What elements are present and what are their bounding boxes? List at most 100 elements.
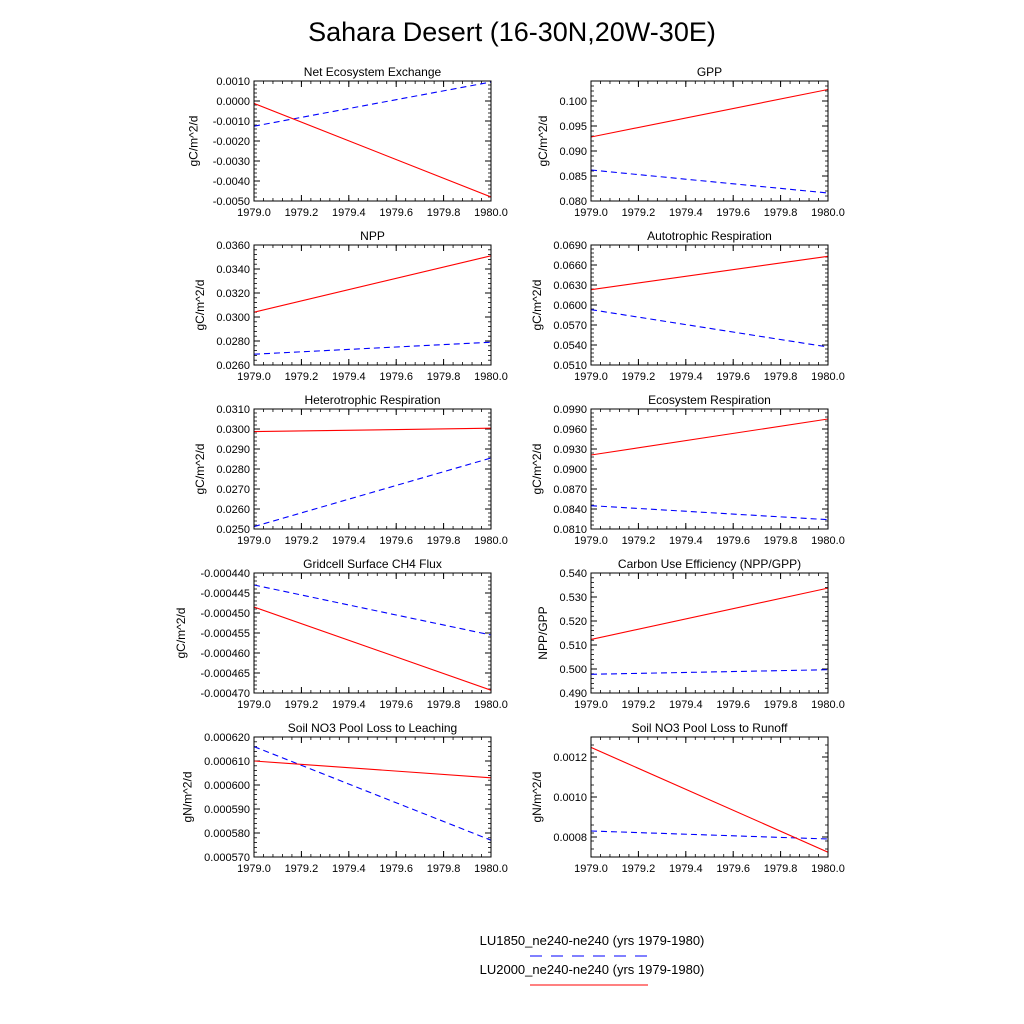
chart-8: Soil NO3 Pool Loss to Leaching 1979.0 1979… (180, 721, 507, 875)
chart-9-series-0-line (591, 830, 828, 840)
chart-4-x-tick-label: 1979.0 (237, 535, 271, 547)
chart-7-title: Carbon Use Efficiency (NPP/GPP) (618, 557, 801, 571)
panel-grid: Net Ecosystem Exchange 1979.0 1979.2 1979.4… (174, 65, 845, 875)
chart-6-series-0-line (254, 584, 491, 636)
chart-4-x-tick-label: 1979.2 (285, 535, 319, 547)
chart-4-series-1-line (254, 427, 491, 433)
chart-2-series-0-line (254, 341, 491, 355)
chart-4-series-0-line (254, 457, 491, 528)
chart-0-y-axis-label: gC/m^2/d (187, 116, 201, 167)
chart-6-x-tick-label: 1980.0 (474, 699, 508, 711)
chart-4-y-tick-label: 0.0260 (216, 504, 250, 516)
chart-2-x-tick-label: 1979.8 (427, 371, 461, 383)
chart-0-series-0-line (254, 81, 491, 127)
chart-9-y-tick-label: 0.0008 (553, 832, 587, 844)
chart-2-y-tick-label: 0.0340 (216, 264, 250, 276)
chart-6-x-tick-label: 1979.0 (237, 699, 271, 711)
chart-7-series-0-line (591, 669, 828, 675)
chart-1-plot-frame (590, 80, 829, 202)
chart-2: NPP 1979.0 1979.2 1979.4 1979.6 1979.8 1980.0 0… (193, 229, 508, 383)
chart-2-x-tick-label: 1979.0 (237, 371, 271, 383)
chart-5-x-tick-label: 1979.0 (574, 535, 608, 547)
chart-9-x-tick-label: 1979.4 (669, 863, 703, 875)
chart-2-y-tick-label: 0.0280 (216, 336, 250, 348)
chart-1-y-tick-label: 0.100 (559, 96, 587, 108)
chart-9-x-tick-label: 1979.8 (764, 863, 798, 875)
chart-6-y-tick-label: -0.000445 (200, 588, 250, 600)
chart-7-y-axis-label: NPP/GPP (536, 606, 550, 659)
chart-9: Soil NO3 Pool Loss to Runoff 1979.0 1979.2… (530, 721, 845, 875)
chart-3-y-tick-label: 0.0660 (553, 260, 587, 272)
chart-4-x-tick-label: 1979.4 (332, 535, 366, 547)
chart-8-x-tick-label: 1979.2 (285, 863, 319, 875)
chart-9-x-tick-label: 1980.0 (811, 863, 845, 875)
chart-8-y-tick-label: 0.000620 (204, 732, 250, 744)
chart-8-x-tick-label: 1979.0 (237, 863, 271, 875)
chart-8-x-tick-label: 1979.8 (427, 863, 461, 875)
chart-7-x-tick-label: 1979.2 (622, 699, 656, 711)
chart-1-y-tick-label: 0.085 (559, 171, 587, 183)
chart-1-y-axis-label: gC/m^2/d (536, 116, 550, 167)
chart-2-x-tick-label: 1979.4 (332, 371, 366, 383)
chart-6-y-tick-label: -0.000470 (200, 688, 250, 700)
chart-0-x-tick-label: 1979.6 (379, 207, 413, 219)
chart-5-series-0-line (591, 505, 828, 521)
chart-0-y-tick-label: -0.0040 (213, 176, 250, 188)
chart-6-series-1-line (254, 606, 491, 691)
chart-5-plot-frame (590, 408, 829, 530)
chart-5-title: Ecosystem Respiration (648, 393, 771, 407)
chart-8-y-tick-label: 0.000570 (204, 852, 250, 864)
chart-0-y-tick-label: -0.0010 (213, 116, 250, 128)
chart-9-y-axis-label: gN/m^2/d (530, 772, 544, 823)
chart-0-x-tick-label: 1979.2 (285, 207, 319, 219)
chart-4-plot-frame (253, 408, 492, 530)
chart-2-plot-frame (253, 244, 492, 366)
chart-6-x-tick-label: 1979.6 (379, 699, 413, 711)
chart-7-y-tick-label: 0.510 (559, 640, 587, 652)
chart-3-y-tick-label: 0.0570 (553, 320, 587, 332)
chart-5-x-tick-label: 1979.4 (669, 535, 703, 547)
chart-6-x-tick-label: 1979.8 (427, 699, 461, 711)
chart-0-y-tick-label: 0.0010 (216, 76, 250, 88)
chart-8-y-tick-label: 0.000580 (204, 828, 250, 840)
chart-7-y-tick-label: 0.500 (559, 664, 587, 676)
chart-7-plot-frame (590, 572, 829, 694)
chart-6-y-tick-label: -0.000465 (200, 668, 250, 680)
chart-2-y-tick-label: 0.0300 (216, 312, 250, 324)
chart-8-y-tick-label: 0.000590 (204, 804, 250, 816)
chart-5-y-tick-label: 0.0840 (553, 504, 587, 516)
chart-4-x-tick-label: 1979.6 (379, 535, 413, 547)
chart-1: GPP 1979.0 1979.2 1979.4 1979.6 1979.8 1980.0 0… (536, 65, 845, 219)
chart-3-x-tick-label: 1979.8 (764, 371, 798, 383)
chart-8-series-1-line (254, 760, 491, 779)
chart-0-plot-frame (253, 80, 492, 202)
chart-3-y-tick-label: 0.0540 (553, 340, 587, 352)
chart-5-y-tick-label: 0.0810 (553, 524, 587, 536)
chart-3-plot-frame (590, 244, 829, 366)
chart-5-y-tick-label: 0.0990 (553, 404, 587, 416)
chart-6-y-tick-label: -0.000440 (200, 568, 250, 580)
chart-1-title: GPP (697, 65, 722, 79)
chart-0-y-tick-label: -0.0020 (213, 136, 250, 148)
chart-8-x-tick-label: 1979.4 (332, 863, 366, 875)
chart-2-x-tick-label: 1979.2 (285, 371, 319, 383)
chart-7-y-tick-label: 0.530 (559, 592, 587, 604)
chart-5-y-axis-label: gC/m^2/d (530, 444, 544, 495)
chart-1-x-tick-label: 1979.0 (574, 207, 608, 219)
chart-8-series-0-line (254, 746, 491, 841)
chart-5-x-tick-label: 1979.2 (622, 535, 656, 547)
chart-5-y-tick-label: 0.0870 (553, 484, 587, 496)
chart-1-y-tick-label: 0.080 (559, 196, 587, 208)
chart-7-x-tick-label: 1979.8 (764, 699, 798, 711)
chart-2-series-1-line (254, 255, 491, 313)
chart-8-x-tick-label: 1979.6 (379, 863, 413, 875)
chart-1-series-1-line (591, 88, 828, 138)
legend-label-lu2000: LU2000_ne240-ne240 (yrs 1979-1980) (480, 962, 705, 977)
chart-2-y-tick-label: 0.0320 (216, 288, 250, 300)
chart-1-x-tick-label: 1979.6 (716, 207, 750, 219)
chart-5-y-tick-label: 0.0930 (553, 444, 587, 456)
legend: LU1850_ne240-ne240 (yrs 1979-1980) LU200… (480, 933, 705, 986)
chart-8-y-axis-label: gN/m^2/d (180, 772, 194, 823)
chart-7: Carbon Use Efficiency (NPP/GPP) 1979.0 197… (536, 557, 845, 711)
